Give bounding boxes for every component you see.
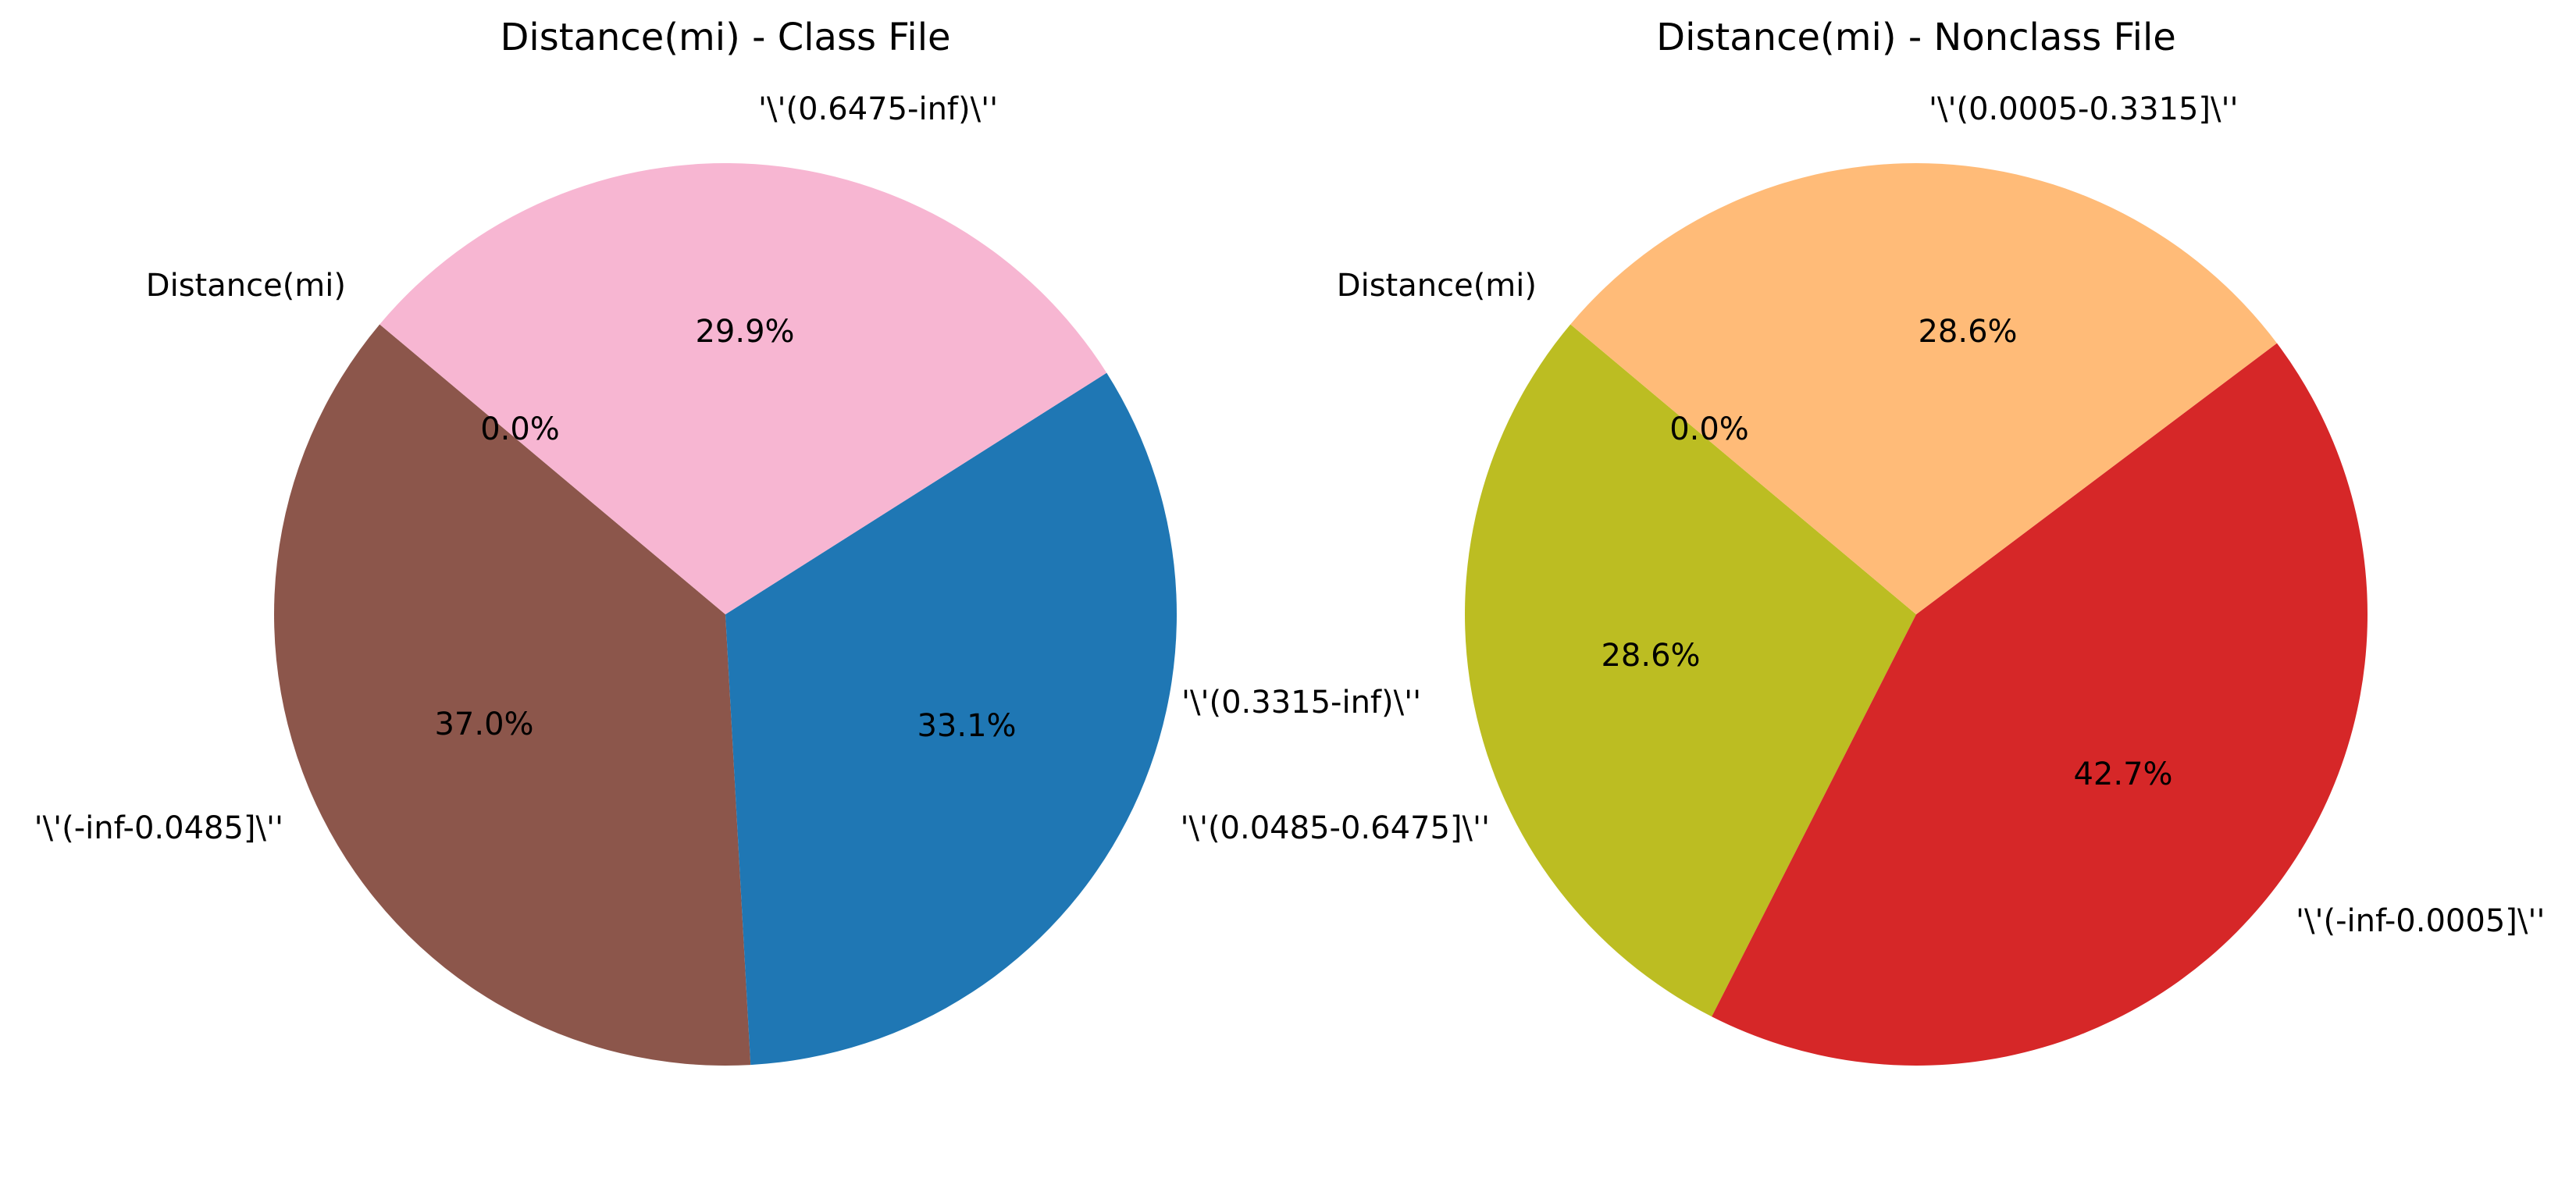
pie-slice-inf-0-0005	[1712, 343, 2368, 1066]
pie-slice-0-3315-inf	[725, 372, 1178, 1066]
slice-label-distance-mi: Distance(mi)	[1337, 268, 1537, 304]
slice-percent-0-0485-0-6475: 28.6%	[1601, 638, 1700, 674]
slice-label-distance-mi: Distance(mi)	[146, 268, 346, 304]
slice-percent-neg-inf-0-0485: 37.0%	[434, 706, 533, 742]
pie-chart-class-file: Distance(mi) - Class File Distance(mi) '…	[34, 16, 1421, 1066]
pie-labels-class-file: Distance(mi) '\'(-inf-0.0485]\'' '\'(0.3…	[34, 91, 1421, 846]
slice-label-0-0485-0-6475: '\'(0.0485-0.6475]\''	[1180, 810, 1490, 846]
slice-label-neg-inf-0-0005: '\'(-inf-0.0005]\''	[2296, 903, 2545, 939]
slice-percent-distance-mi: 0.0%	[480, 411, 560, 447]
pie-slice-0-6475-inf	[379, 163, 1107, 614]
pie-labels-nonclass-file: Distance(mi) '\'(0.0485-0.6475]\'' '\'(-…	[1180, 91, 2545, 939]
slice-label-0-3315-inf: '\'(0.3315-inf)\''	[1181, 685, 1421, 721]
slice-label-0-6475-inf: '\'(0.6475-inf)\''	[758, 91, 998, 127]
slice-percent-0-6475-inf: 29.9%	[695, 314, 794, 350]
pie-chart-nonclass-file: Distance(mi) - Nonclass File Distance(mi…	[1180, 16, 2545, 1066]
slice-label-0-0005-0-3315: '\'(0.0005-0.3315]\''	[1929, 91, 2239, 127]
slice-percent-0-0005-0-3315: 28.6%	[1918, 314, 2017, 350]
slice-percent-neg-inf-0-0005: 42.7%	[2073, 756, 2172, 792]
pie-slices-class-file	[274, 163, 1178, 1066]
pie-slice-0-0485-0-6475	[1465, 324, 1916, 1017]
slice-percent-distance-mi: 0.0%	[1669, 411, 1749, 447]
chart-title-nonclass-file: Distance(mi) - Nonclass File	[1656, 16, 2176, 59]
pie-slices-nonclass-file	[1465, 163, 2368, 1066]
pie-slice-inf-0-0485	[274, 324, 751, 1066]
pie-slice-0-0005-0-3315	[1570, 163, 2277, 614]
chart-title-class-file: Distance(mi) - Class File	[500, 16, 950, 59]
slice-label-neg-inf-0-0485: '\'(-inf-0.0485]\''	[34, 810, 283, 846]
slice-percent-0-3315-inf: 33.1%	[917, 708, 1016, 744]
